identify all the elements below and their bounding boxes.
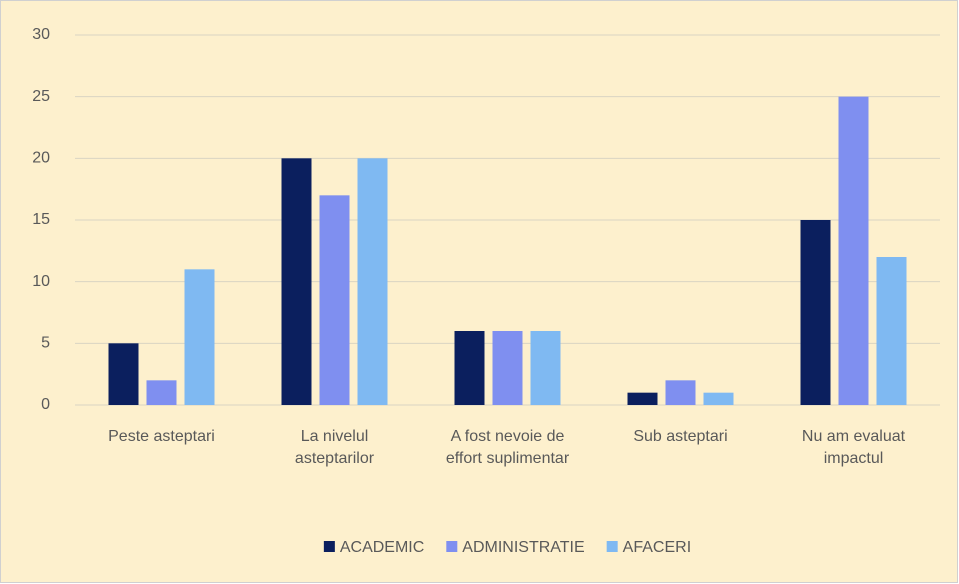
bar <box>800 220 831 405</box>
bar <box>184 269 215 405</box>
legend-label: ADMINISTRATIE <box>462 539 584 556</box>
bar <box>665 380 696 405</box>
y-tick-label: 30 <box>32 26 50 43</box>
y-tick-label: 5 <box>41 335 50 352</box>
legend-swatch <box>323 541 335 552</box>
bar <box>703 392 734 405</box>
y-tick-label: 0 <box>41 396 50 413</box>
legend-swatch <box>446 541 458 552</box>
bar <box>108 343 139 405</box>
bar <box>530 331 561 405</box>
bar <box>492 331 523 405</box>
x-tick-label: Sub asteptari <box>633 428 727 445</box>
x-tick-label: Nu am evaluat impactul <box>802 428 906 467</box>
legend-label: AFACERI <box>623 539 691 556</box>
legend-swatch <box>606 541 618 552</box>
bar <box>357 158 388 405</box>
bar <box>146 380 177 405</box>
y-tick-label: 15 <box>32 211 50 228</box>
bar <box>627 392 658 405</box>
y-tick-label: 10 <box>32 273 50 290</box>
legend-label: ACADEMIC <box>340 539 424 556</box>
y-tick-label: 20 <box>32 150 50 167</box>
bar <box>876 257 907 405</box>
x-tick-label: Peste asteptari <box>108 428 215 445</box>
bar <box>838 96 869 406</box>
bar <box>281 158 312 405</box>
x-tick-label: A fost nevoie de effort suplimentar <box>446 428 570 467</box>
bar <box>454 331 485 405</box>
x-tick-label: La nivelul asteptarilor <box>295 428 375 467</box>
bar <box>319 195 350 405</box>
y-tick-label: 25 <box>32 88 50 105</box>
